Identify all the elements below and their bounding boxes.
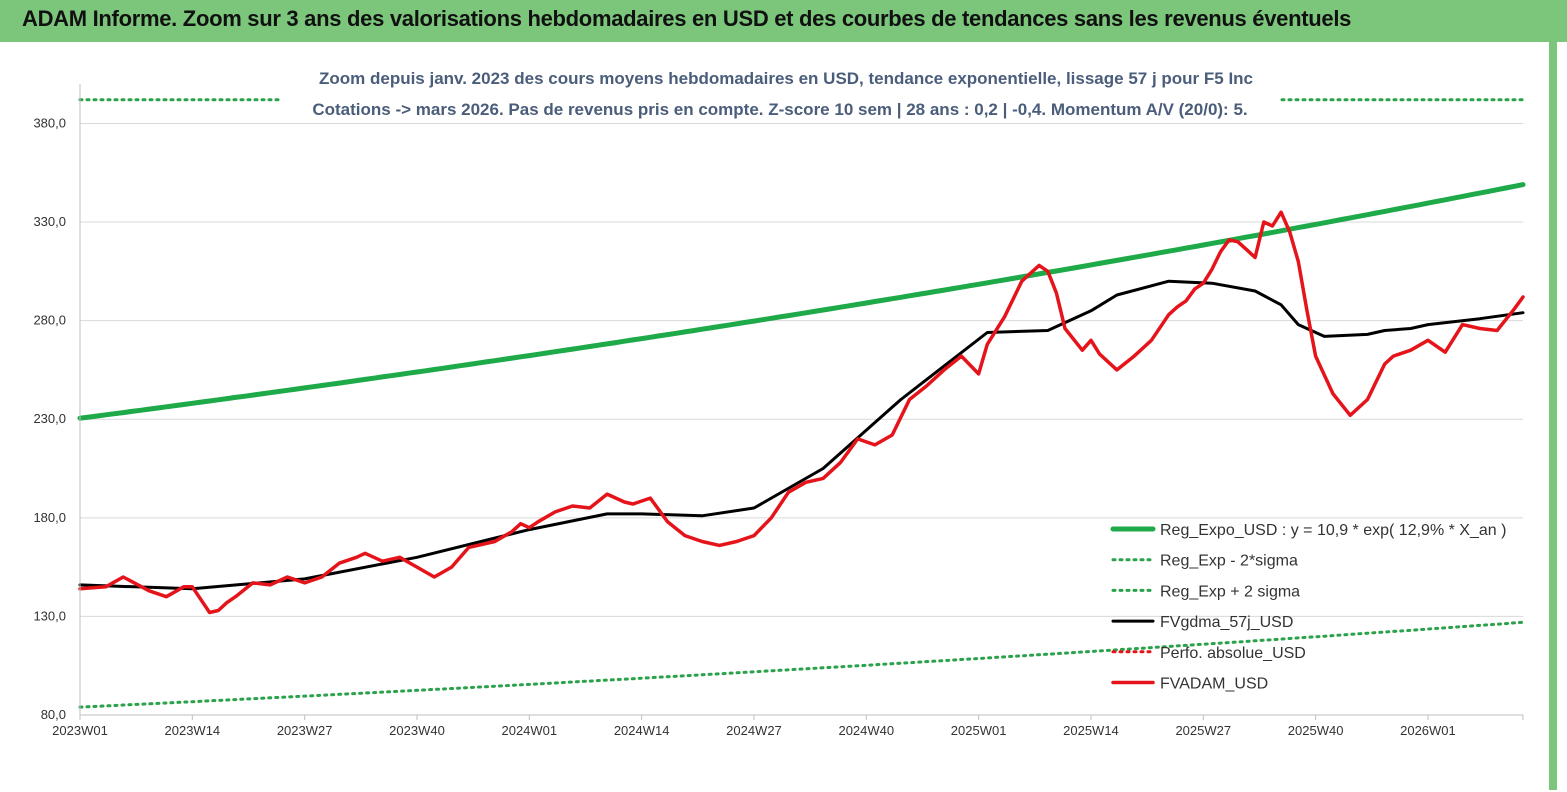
x-tick-label: 2024W01 [501,723,557,738]
line-chart: Zoom depuis janv. 2023 des cours moyens … [33,69,1526,738]
grid [80,122,1523,716]
plot-series [77,98,1526,709]
legend: Reg_Expo_USD : y = 10,9 * exp( 12,9% * X… [1110,522,1506,693]
legend-entry: FVADAM_USD [1160,676,1268,693]
series-line-5 [78,210,1525,615]
y-tick-label: 230,0 [33,411,66,426]
title-banner: ADAM Informe. Zoom sur 3 ans des valoris… [0,0,1567,42]
axes: 80,0 130,0 180,0 230,0 280,0 330,0 380,0 2023W0… [33,84,1524,738]
chart-frame: Zoom depuis janv. 2023 des cours moyens … [0,42,1557,790]
series-line-3 [78,279,1525,591]
x-tick-label: 2026W01 [1400,723,1456,738]
x-tick-label: 2025W27 [1175,723,1231,738]
x-tick-label: 2024W27 [726,723,782,738]
report-title: ADAM Informe. Zoom sur 3 ans des valoris… [22,6,1352,31]
x-tick-label: 2024W40 [838,723,894,738]
x-tick-label: 2023W14 [165,723,221,738]
y-tick-label: 280,0 [33,313,66,328]
x-tick-label: 2023W40 [389,723,445,738]
series-line-0 [77,182,1526,421]
y-tick-label: 330,0 [33,214,66,229]
series-line-1 [78,620,1525,709]
chart-subtitle-line2: Cotations -> mars 2026. Pas de revenus p… [312,100,1247,119]
y-tick-label: 130,0 [33,608,66,623]
legend-entry: Perfo. absolue_USD [1160,645,1306,662]
x-tick-label: 2025W14 [1063,723,1119,738]
y-tick-label: 380,0 [33,115,66,130]
legend-entry: FVgdma_57j_USD [1160,614,1293,631]
x-tick-label: 2024W14 [614,723,670,738]
legend-entry: Reg_Exp - 2*sigma [1160,553,1298,570]
x-tick-label: 2023W01 [52,723,108,738]
y-tick-label: 80,0 [41,707,66,722]
chart-subtitle-line1: Zoom depuis janv. 2023 des cours moyens … [319,69,1253,88]
y-tick-label: 180,0 [33,510,66,525]
x-tick-label: 2023W27 [277,723,333,738]
x-tick-label: 2025W01 [951,723,1007,738]
legend-entry: Reg_Exp + 2 sigma [1160,583,1300,600]
legend-entry: Reg_Expo_USD : y = 10,9 * exp( 12,9% * X… [1160,522,1506,539]
x-tick-label: 2025W40 [1288,723,1344,738]
